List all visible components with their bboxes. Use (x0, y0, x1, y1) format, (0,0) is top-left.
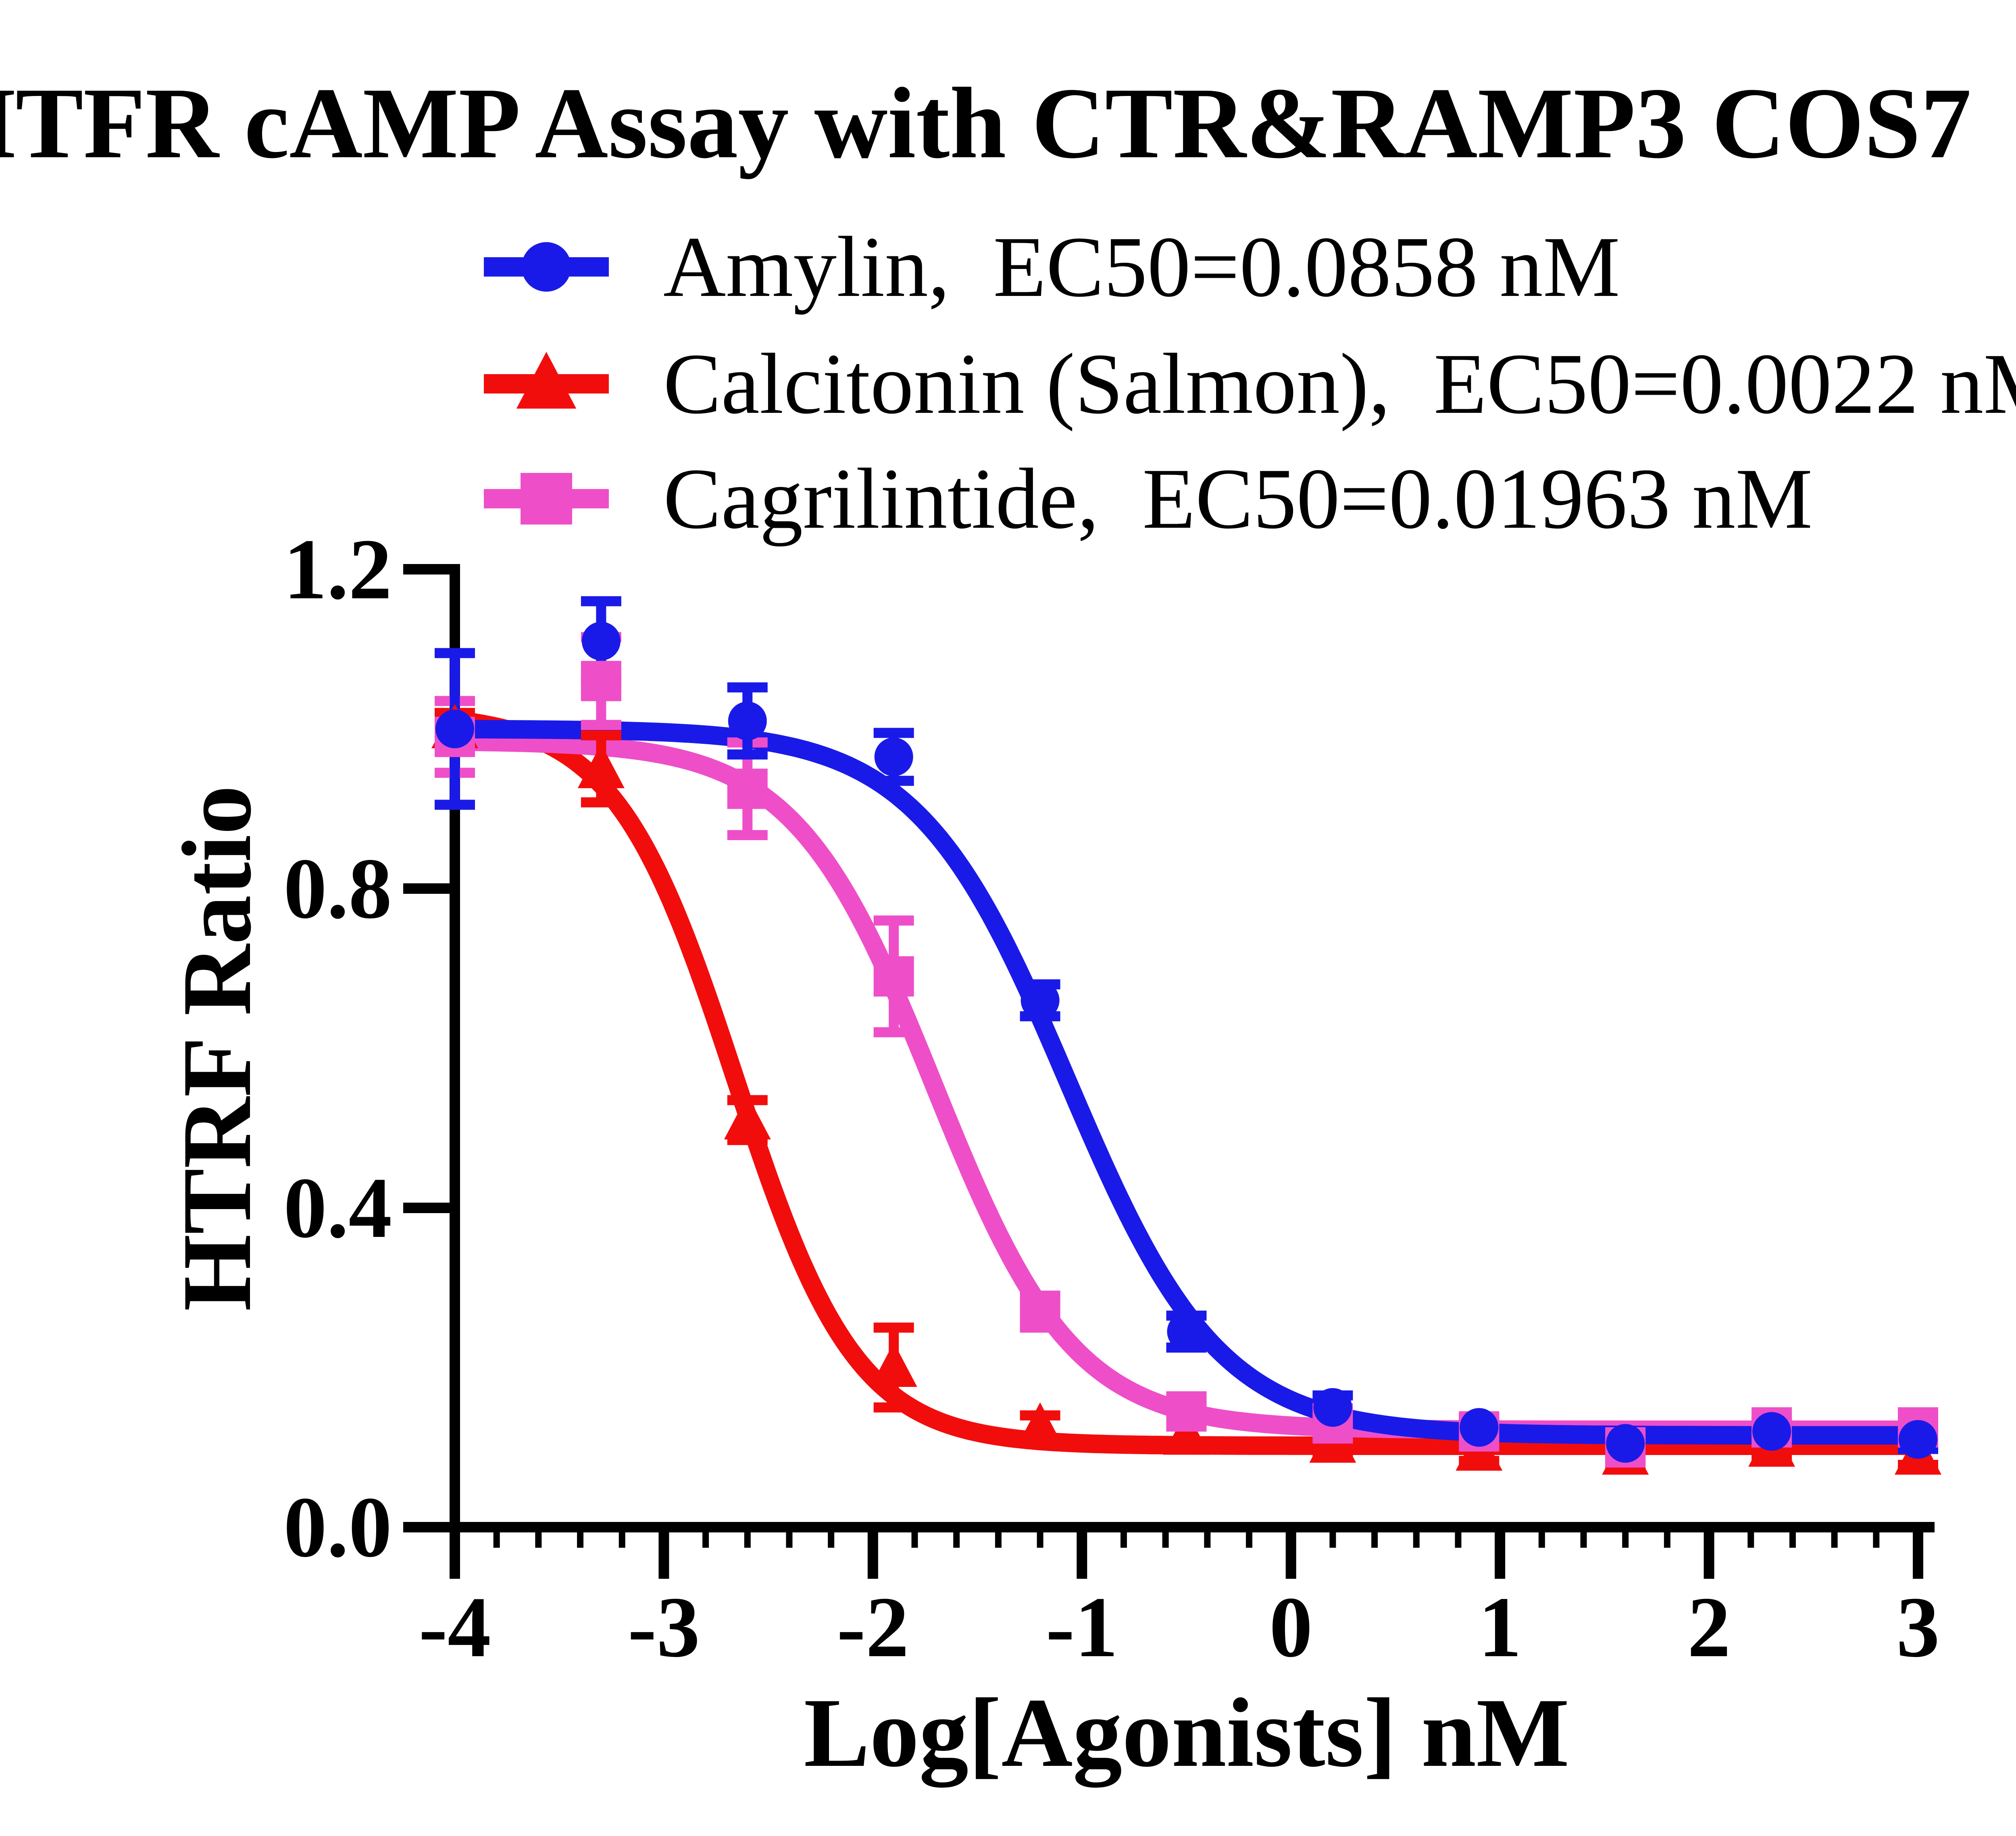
point-calcitonin-salmon- (577, 744, 625, 788)
point-amylin (435, 710, 474, 748)
point-cagrilintide (581, 661, 621, 702)
legend-label-amylin: Amylin, EC50=0.0858 nM (663, 219, 1620, 315)
x-tick-label: -3 (628, 1579, 700, 1675)
x-tick-label: -4 (419, 1579, 491, 1675)
x-tick-label: -1 (1046, 1579, 1118, 1675)
point-amylin (1752, 1412, 1791, 1451)
y-tick-label: 1.2 (283, 521, 392, 617)
legend-glyphs (484, 242, 609, 525)
x-tick-label: 2 (1687, 1579, 1731, 1675)
legend-marker-circle (521, 242, 571, 292)
point-calcitonin-salmon- (724, 1095, 771, 1140)
point-amylin (581, 622, 621, 661)
axes: -4 -3 -2 -1 0 1 2 3 1.2 0.8 0.4 0.0 (283, 521, 1940, 1675)
point-cagrilintide (1166, 1391, 1207, 1432)
y-axis-title: HTRF Ratio (162, 785, 271, 1311)
point-amylin (874, 737, 913, 776)
point-cagrilintide (873, 956, 914, 997)
legend-marker-triangle (516, 352, 577, 409)
x-tick-label: -2 (837, 1579, 909, 1675)
point-calcitonin-salmon- (870, 1343, 917, 1387)
point-calcitonin-salmon- (1016, 1402, 1064, 1447)
point-amylin (1606, 1424, 1645, 1463)
legend-label-cagrilintide: Cagrilintide, EC50=0.01963 nM (663, 450, 1812, 547)
legend: Amylin, EC50=0.0858 nM Calcitonin (Salmo… (484, 219, 2016, 547)
x-tick-label: 0 (1269, 1579, 1313, 1675)
point-cagrilintide (727, 768, 768, 809)
point-amylin (1460, 1408, 1499, 1447)
point-amylin (1020, 981, 1060, 1020)
x-tick-label: 3 (1896, 1579, 1940, 1675)
y-tick-label: 0.0 (283, 1479, 392, 1575)
chart-title: HTFR cAMP Assay with CTR&RAMP3 COS7（C8C5… (0, 67, 2016, 179)
point-amylin (1899, 1420, 1938, 1459)
x-tick-label: 1 (1478, 1579, 1522, 1675)
point-cagrilintide (1020, 1291, 1060, 1332)
y-tick-label: 0.8 (283, 840, 392, 937)
point-amylin (728, 702, 767, 741)
legend-marker-square (521, 473, 572, 525)
data-points (431, 622, 1942, 1475)
x-axis-title: Log[Agonists] nM (804, 1678, 1570, 1788)
point-calcitonin-salmon- (1163, 1410, 1210, 1455)
point-amylin (1167, 1312, 1206, 1351)
point-amylin (1313, 1388, 1352, 1427)
legend-label-calcitonin: Calcitonin (Salmon), EC50=0.0022 nM (663, 335, 2016, 432)
y-tick-label: 0.4 (283, 1159, 392, 1256)
